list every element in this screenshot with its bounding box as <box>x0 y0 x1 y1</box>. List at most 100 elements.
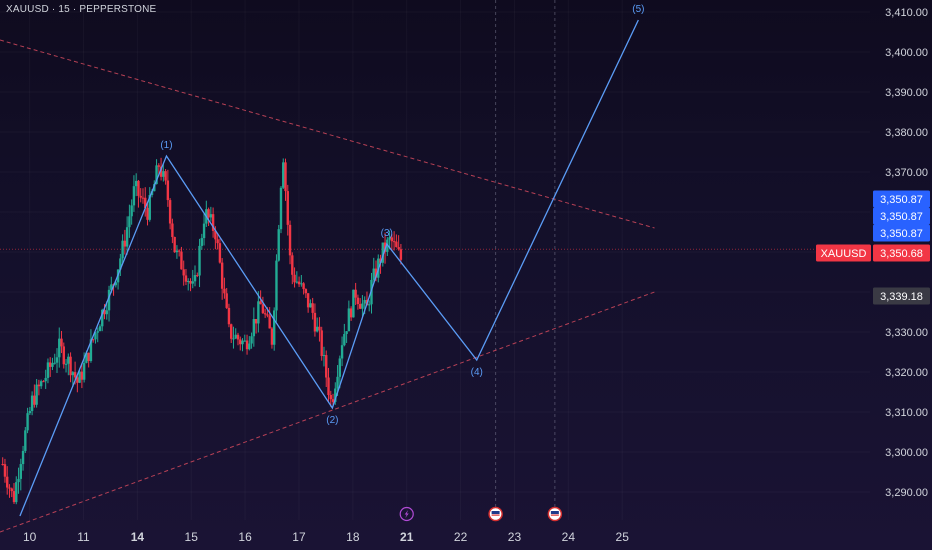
wave-label: (5) <box>632 4 644 15</box>
candle-body <box>71 372 75 376</box>
candle-body <box>162 171 165 177</box>
candle-body <box>67 356 70 364</box>
candle-body <box>55 357 59 363</box>
candle-body <box>134 180 138 187</box>
candle-body <box>272 310 276 345</box>
candle-body <box>168 200 172 224</box>
candle-body <box>234 334 237 339</box>
candle-body <box>33 395 36 405</box>
candle-body <box>17 478 20 483</box>
symbol-tag-box[interactable] <box>816 244 871 262</box>
candle-body <box>123 240 127 247</box>
candle-body <box>220 262 224 289</box>
candle-body <box>216 239 219 244</box>
candle-body <box>295 281 299 283</box>
candle-body <box>356 297 360 305</box>
flag-icon[interactable] <box>547 506 563 522</box>
candle-body <box>211 214 215 231</box>
candle-body <box>230 324 233 339</box>
candle-body <box>363 300 366 304</box>
time-tick-label: 16 <box>238 530 252 544</box>
wave-label: (3) <box>381 228 393 239</box>
candle-body <box>261 304 265 314</box>
price-label-gray: 3,339.18 <box>880 291 923 303</box>
candle-body <box>334 388 337 402</box>
candle-body <box>379 258 382 263</box>
candle-body <box>279 187 283 230</box>
price-label-box <box>873 207 930 225</box>
price-tick-label: 3,300.00 <box>885 447 928 459</box>
candle-body <box>8 487 11 489</box>
price-label-box <box>873 190 930 208</box>
candle-body <box>395 241 398 248</box>
candle-body <box>259 301 262 305</box>
candle-body <box>200 238 203 246</box>
event-circle <box>399 506 414 522</box>
candle-body <box>248 343 251 350</box>
candle-body <box>309 303 312 308</box>
candle-body <box>130 205 133 217</box>
price-tick-label: 3,380.00 <box>885 127 928 139</box>
candle-body <box>28 411 32 414</box>
candle-body <box>64 363 68 365</box>
candle-body <box>171 223 174 237</box>
candle-body <box>96 331 99 333</box>
candle-body <box>146 207 149 220</box>
candle-body <box>49 362 52 367</box>
price-tick-label: 3,320.00 <box>885 367 928 379</box>
price-labels: 3,350.87 3,350.87 3,350.87 3,350.68 3,339.18… <box>816 190 930 305</box>
candle-body <box>368 304 371 306</box>
candle-body <box>311 303 314 313</box>
candle-body <box>390 237 394 242</box>
candle-body <box>87 352 90 362</box>
candle-body <box>101 309 104 327</box>
candle-body <box>207 209 210 218</box>
candle-body <box>76 377 79 383</box>
candle-body <box>184 275 188 282</box>
symbol-header[interactable]: XAUUSD · 15 · PEPPERSTONE <box>6 4 157 15</box>
candle-body <box>202 223 206 239</box>
flag-icon[interactable] <box>488 506 503 522</box>
candle-body <box>12 491 16 503</box>
candle-body <box>218 243 222 263</box>
candle-body <box>297 281 301 285</box>
candle-body <box>114 282 118 286</box>
candle-body <box>51 363 54 367</box>
wave-label: (4) <box>471 367 483 378</box>
candle-body <box>232 338 235 340</box>
candle-body <box>24 430 27 451</box>
candle-body <box>105 310 108 315</box>
symbol-tag[interactable]: XAUUSD <box>821 248 867 260</box>
price-axis[interactable]: 3,290.00 3,300.00 3,310.00 3,320.00 3,330.00… <box>885 7 928 499</box>
candle-body <box>300 283 303 285</box>
candle-body <box>94 332 97 340</box>
candle-body <box>327 377 330 395</box>
time-axis[interactable]: 10 11 14 15 16 17 18 21 22 23 24 25 <box>23 506 629 545</box>
candle-body <box>110 284 113 290</box>
trendlines <box>0 39 655 533</box>
time-tick-label: 21 <box>400 530 414 544</box>
candle-body <box>187 280 190 282</box>
candle-body <box>10 488 13 492</box>
candle-body <box>137 180 140 196</box>
price-tick-label: 3,330.00 <box>885 327 928 339</box>
price-label-box <box>873 224 930 242</box>
candle-body <box>345 331 348 335</box>
candle-body <box>268 315 271 329</box>
candle-body <box>245 340 249 350</box>
candle-body <box>125 227 129 247</box>
time-tick-label: 15 <box>185 530 199 544</box>
candle-body <box>236 334 240 340</box>
candle-body <box>175 250 179 253</box>
candle-body <box>128 216 131 228</box>
lightning-icon[interactable] <box>399 506 414 522</box>
candle-body <box>103 309 106 315</box>
price-tick-label: 3,310.00 <box>885 407 928 419</box>
candle-body <box>336 376 339 389</box>
candle-body <box>313 312 317 332</box>
candle-body <box>182 269 185 276</box>
candle-body <box>73 372 77 378</box>
elliott-wave: (1) (2) (3) (4) (5) <box>19 4 644 517</box>
price-label-box <box>873 244 930 262</box>
